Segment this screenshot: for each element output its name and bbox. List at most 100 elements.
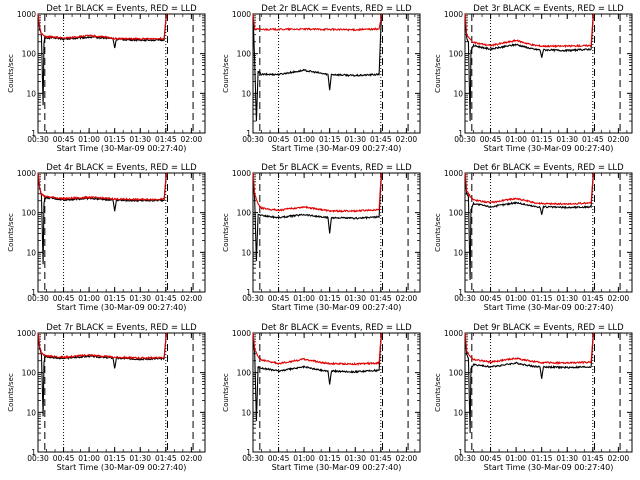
y-tick-label: 1 (458, 129, 463, 138)
y-tick-label: 1000 (17, 169, 36, 178)
y-tick-label: 1 (31, 129, 36, 138)
y-tick-label: 10 (26, 408, 36, 417)
x-tick-label: 00:30 (242, 294, 264, 303)
x-tick-label: 01:30 (129, 454, 151, 463)
y-axis-label: Counts/sec (222, 213, 230, 252)
x-tick-label: 01:15 (531, 454, 553, 463)
lld-series-line-1 (252, 172, 383, 214)
y-tick-label: 10 (453, 89, 463, 98)
y-tick-label: 10 (26, 89, 36, 98)
y-axis-label: Counts/sec (434, 373, 442, 412)
x-tick-label: 00:45 (53, 294, 75, 303)
events-series-line-0 (37, 172, 168, 265)
x-tick-label: 01:15 (531, 294, 553, 303)
events-series-line-0 (464, 172, 595, 281)
y-tick-label: 10 (241, 248, 251, 257)
y-tick-label: 1 (31, 288, 36, 297)
x-tick-label: 00:30 (242, 454, 264, 463)
chart-title: Det 7r BLACK = Events, RED = LLD (46, 323, 197, 333)
lld-series-line-1 (464, 172, 595, 206)
y-axis-label: Counts/sec (7, 54, 15, 93)
x-tick-label: 01:45 (582, 135, 604, 144)
x-tick-label: 01:45 (582, 294, 604, 303)
y-tick-label: 10 (241, 89, 251, 98)
y-tick-label: 100 (22, 50, 37, 59)
y-tick-label: 1 (458, 448, 463, 457)
y-axis-label: Counts/sec (7, 213, 15, 252)
y-tick-label: 100 (449, 369, 464, 378)
x-tick-label: 01:15 (104, 454, 126, 463)
x-tick-label: 01:15 (104, 135, 126, 144)
plot-frame (37, 13, 206, 134)
x-tick-label: 00:30 (454, 294, 476, 303)
plot-frame (37, 332, 206, 453)
y-axis-label: Counts/sec (434, 54, 442, 93)
chart-title: Det 5r BLACK = Events, RED = LLD (261, 163, 412, 173)
y-tick-label: 1 (31, 448, 36, 457)
x-tick-label: 01:00 (293, 135, 315, 144)
x-tick-label: 01:30 (556, 454, 578, 463)
x-tick-label: 00:45 (268, 294, 290, 303)
x-tick-label: 01:45 (155, 294, 177, 303)
lld-series-line-1 (37, 332, 168, 360)
x-axis-label: Start Time (30-Mar-09 00:27:40) (484, 144, 614, 153)
plot-frame (464, 13, 633, 134)
x-tick-label: 01:30 (344, 135, 366, 144)
y-tick-label: 1 (458, 288, 463, 297)
y-tick-label: 10 (453, 408, 463, 417)
x-axis-label: Start Time (30-Mar-09 00:27:40) (272, 463, 402, 472)
x-tick-label: 01:15 (531, 135, 553, 144)
x-tick-label: 02:00 (181, 454, 203, 463)
y-tick-label: 1000 (444, 169, 463, 178)
x-tick-label: 02:00 (396, 454, 418, 463)
x-tick-label: 01:00 (78, 135, 100, 144)
x-axis-label: Start Time (30-Mar-09 00:27:40) (484, 463, 614, 472)
x-tick-label: 00:30 (27, 454, 49, 463)
x-tick-label: 01:30 (129, 135, 151, 144)
chart-panel-4: Det 4r BLACK = Events, RED = LLD 1 10 100 10… (7, 163, 206, 312)
x-tick-label: 01:15 (319, 454, 341, 463)
y-tick-label: 1000 (232, 329, 251, 338)
x-tick-label: 01:30 (556, 294, 578, 303)
y-tick-label: 100 (449, 50, 464, 59)
y-tick-label: 1000 (232, 10, 251, 19)
lld-series-line-1 (37, 172, 168, 202)
chart-panel-7: Det 7r BLACK = Events, RED = LLD 1 10 100 10… (7, 323, 206, 472)
x-axis-label: Start Time (30-Mar-09 00:27:40) (57, 144, 187, 153)
y-axis-label: Counts/sec (7, 373, 15, 412)
x-tick-label: 01:45 (370, 454, 392, 463)
x-tick-label: 00:30 (454, 454, 476, 463)
y-tick-label: 1000 (232, 169, 251, 178)
events-series-line-0 (252, 172, 383, 262)
x-tick-label: 01:00 (78, 454, 100, 463)
chart-title: Det 2r BLACK = Events, RED = LLD (261, 4, 412, 14)
x-tick-label: 01:30 (344, 294, 366, 303)
x-tick-label: 01:00 (505, 135, 527, 144)
x-tick-label: 00:45 (53, 454, 75, 463)
events-series-line-0 (464, 332, 595, 434)
plot-frame (464, 332, 633, 453)
chart-panel-1: Det 1r BLACK = Events, RED = LLD 1 10 100 10… (7, 4, 206, 153)
chart-title: Det 3r BLACK = Events, RED = LLD (473, 4, 624, 14)
plot-frame (252, 13, 421, 134)
lld-series-line-1 (252, 13, 383, 32)
y-tick-label: 1000 (444, 329, 463, 338)
x-tick-label: 01:30 (556, 135, 578, 144)
x-tick-label: 00:45 (268, 454, 290, 463)
x-tick-label: 00:45 (480, 294, 502, 303)
x-tick-label: 01:15 (319, 135, 341, 144)
chart-panel-6: Det 6r BLACK = Events, RED = LLD 1 10 100 10… (434, 163, 633, 312)
plot-frame (252, 332, 421, 453)
x-axis-label: Start Time (30-Mar-09 00:27:40) (272, 144, 402, 153)
y-tick-label: 100 (449, 209, 464, 218)
y-axis-label: Counts/sec (434, 213, 442, 252)
x-tick-label: 02:00 (608, 294, 630, 303)
y-tick-label: 1 (246, 448, 251, 457)
chart-panel-5: Det 5r BLACK = Events, RED = LLD 1 10 100 10… (222, 163, 421, 312)
x-tick-label: 01:30 (129, 294, 151, 303)
x-tick-label: 01:45 (155, 135, 177, 144)
x-axis-label: Start Time (30-Mar-09 00:27:40) (272, 303, 402, 312)
chart-title: Det 4r BLACK = Events, RED = LLD (46, 163, 197, 173)
events-series-line-0 (37, 332, 168, 417)
chart-panel-2: Det 2r BLACK = Events, RED = LLD 1 10 100 10… (222, 4, 421, 153)
